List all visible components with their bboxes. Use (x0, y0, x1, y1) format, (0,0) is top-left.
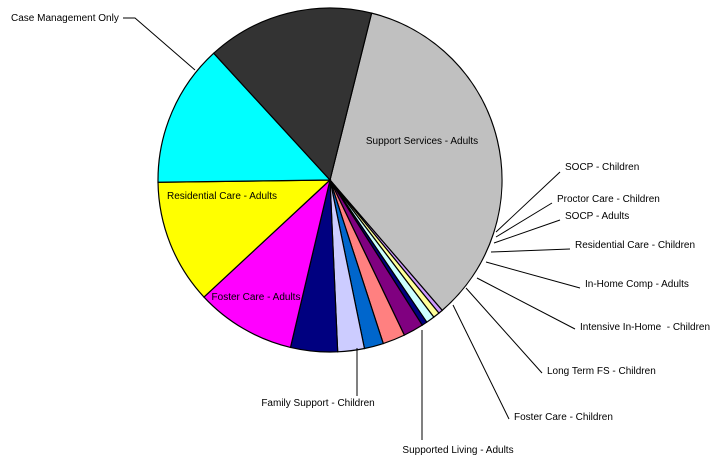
leader-line-proctor-care-children (495, 202, 553, 238)
slice-label-supported-living-adults: Supported Living - Adults (402, 445, 513, 456)
pie-slice-case-management-only (212, 7, 373, 182)
leader-line-foster-care-children (452, 304, 510, 420)
slice-label-intensive-in-home-children: Intensive In-Home - Children (580, 322, 710, 333)
slice-label-in-home-comp-adults: In-Home Comp - Adults (585, 279, 689, 290)
leader-line-intensive-in-home-children (476, 277, 576, 330)
slice-label-residential-care-adults: Residential Care - Adults (167, 191, 277, 202)
leader-lines (123, 17, 581, 440)
slice-label-support-services-adults: Support Services - Adults (366, 136, 478, 147)
slice-label-residential-care-children: Residential Care - Children (575, 240, 695, 251)
leader-line-socp-adults (493, 219, 561, 244)
slice-label-foster-care-children: Foster Care - Children (514, 412, 613, 423)
leader-line-long-term-fs-children (465, 287, 543, 374)
slice-labels: Support Services - Adults SOCP - Children… (11, 13, 710, 456)
pie-slice-residential-care-adults (157, 52, 332, 183)
slice-label-socp-children: SOCP - Children (565, 162, 639, 173)
slice-label-family-support-children: Family Support - Children (261, 398, 374, 409)
slice-label-long-term-fs-children: Long Term FS - Children (547, 366, 656, 377)
leader-line-residential-care-children (490, 248, 571, 253)
leader-line-in-home-comp-adults (485, 261, 581, 289)
pie-slices (157, 7, 503, 353)
slice-label-socp-adults: SOCP - Adults (565, 211, 629, 222)
pie-slice-family-support-children (203, 178, 332, 349)
slice-label-proctor-care-children: Proctor Care - Children (557, 194, 660, 205)
pie-slice-support-services-adults (329, 12, 503, 312)
slice-label-foster-care-adults: Foster Care - Adults (212, 292, 301, 303)
slice-label-case-management-only: Case Management Only (11, 13, 119, 24)
leader-line-case-management-only (123, 17, 196, 71)
pie-slice-foster-care-adults (157, 179, 332, 298)
leader-line-socp-children (495, 171, 561, 233)
